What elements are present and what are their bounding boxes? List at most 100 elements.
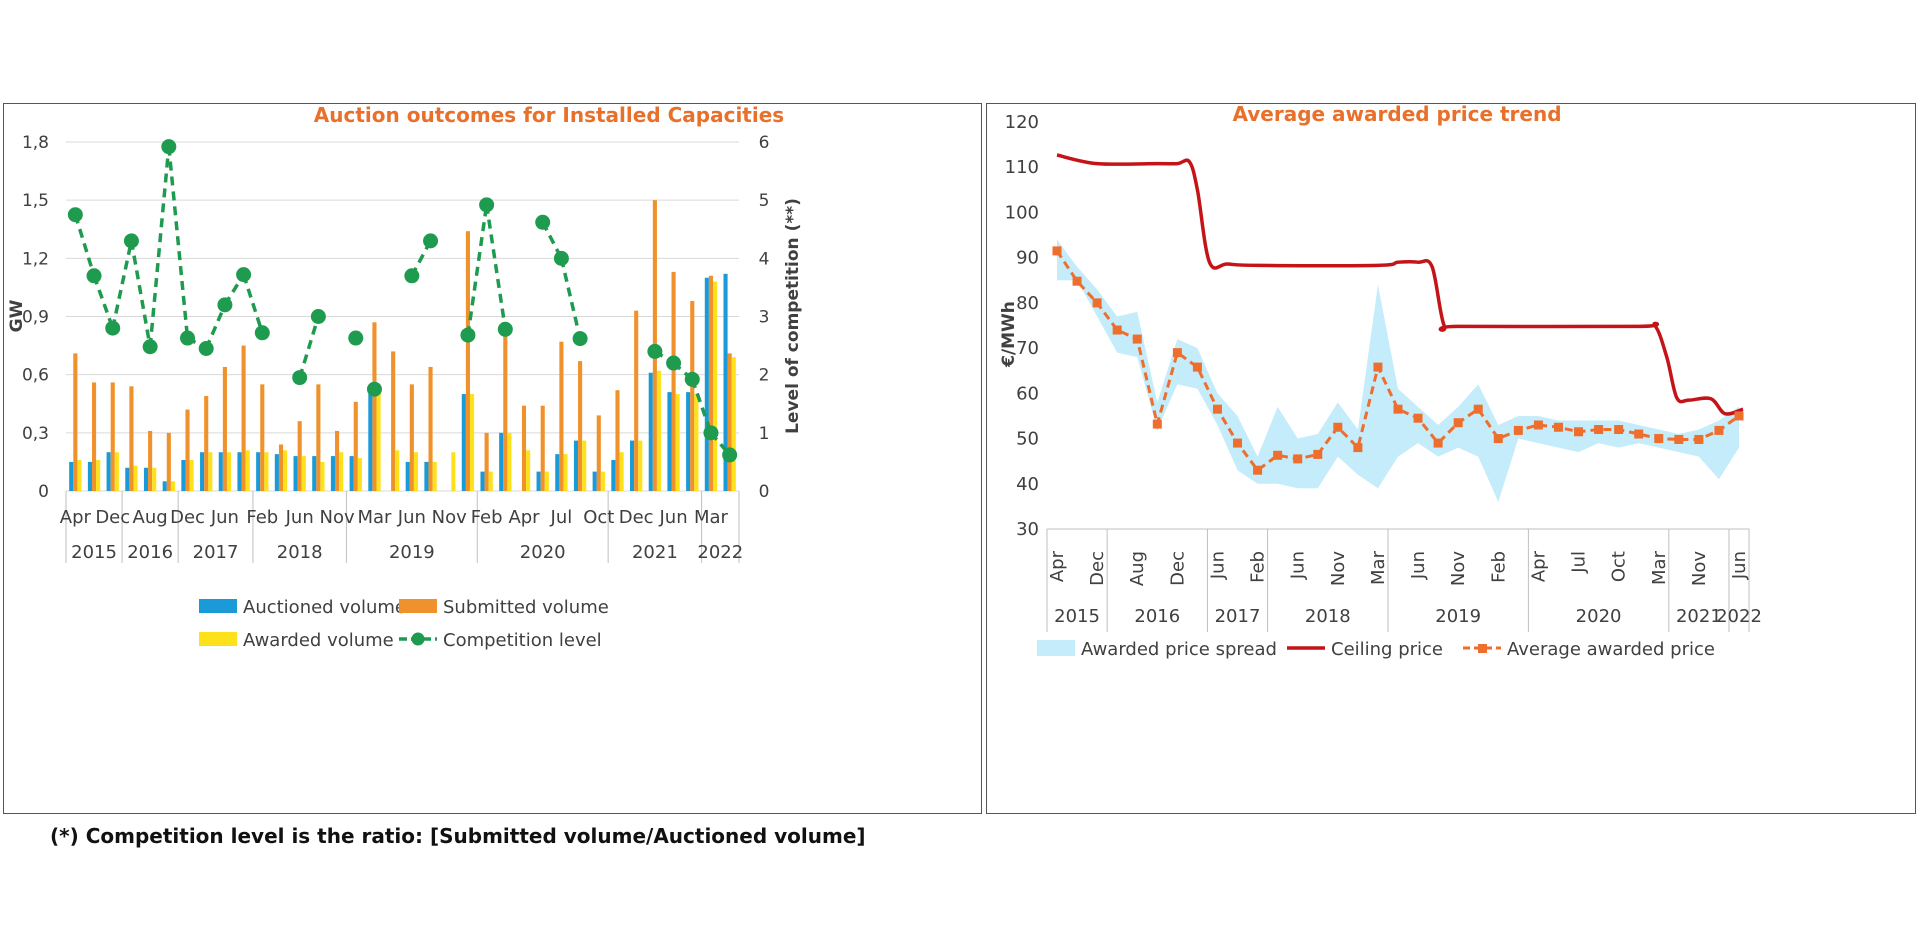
auctioned-bar	[330, 456, 336, 491]
x-tick-label: Aug	[1127, 551, 1148, 586]
submitted-bar	[465, 231, 470, 491]
submitted-bar	[278, 444, 284, 491]
average-price-marker	[1233, 438, 1243, 448]
competition-point	[684, 371, 700, 387]
competition-line-segment	[129, 240, 152, 348]
auctioned-legend-swatch	[199, 599, 237, 613]
y2-tick-label: 5	[759, 191, 770, 211]
awarded-bar	[600, 471, 605, 491]
x-tick-label: Jun	[397, 507, 426, 528]
x-tick-label: Jun	[285, 507, 314, 528]
chart-title: Auction outcomes for Installed Capacitie…	[314, 103, 784, 127]
competition-point	[67, 207, 83, 223]
y-tick-label: 50	[1016, 429, 1039, 450]
competition-line-segment	[92, 275, 115, 329]
auctioned-bar	[218, 452, 223, 491]
legend-label: Submitted volume	[443, 597, 609, 618]
price-trend-chart-panel: Average awarded price trend 30 40 50 60 70 80 9…	[986, 102, 1916, 814]
submitted-bar	[129, 386, 134, 491]
average-price-marker	[1453, 418, 1463, 428]
legend-label: Competition level	[443, 630, 602, 651]
submitted-bar	[204, 395, 209, 491]
competition-point	[479, 197, 495, 213]
competition-point	[123, 233, 139, 249]
average-price-marker	[1694, 434, 1704, 444]
x-tick-label: Dec	[1167, 551, 1188, 586]
competition-point	[497, 321, 513, 337]
chart-title: Average awarded price trend	[1232, 102, 1561, 126]
auctioned-bar	[181, 459, 186, 491]
average-price-marker	[1594, 425, 1604, 435]
auctioned-bar	[143, 467, 149, 491]
auctioned-bar	[274, 454, 279, 491]
awarded-bar	[170, 481, 175, 491]
competition-line-segment	[559, 257, 582, 340]
average-price-marker	[1634, 429, 1644, 439]
y-tick-label: 1,5	[22, 191, 49, 211]
auctioned-bar	[592, 471, 597, 491]
competition-line-segment	[466, 204, 489, 336]
x-tick-label: Nov	[319, 507, 354, 528]
awarded-bar	[526, 450, 531, 491]
submitted-bar	[615, 390, 620, 491]
average-price-marker	[1513, 425, 1523, 435]
average-price-marker	[1132, 334, 1142, 344]
submitted-bar	[166, 432, 171, 491]
y2-tick-label: 3	[759, 308, 770, 328]
average-price-marker	[1092, 298, 1102, 308]
x-tick-label: Nov	[1689, 551, 1710, 586]
awarded-bar	[656, 370, 662, 491]
x-year-label: 2016	[127, 542, 173, 563]
awarded-bar	[189, 459, 194, 491]
y-tick-label: 1,2	[22, 249, 49, 269]
competition-point	[366, 381, 382, 397]
submitted-bar	[241, 345, 246, 491]
awarded-bar	[96, 459, 101, 491]
average-price-marker	[1493, 434, 1503, 444]
average-price-marker	[1413, 413, 1423, 423]
submitted-bar	[91, 382, 97, 491]
auctioned-bar	[87, 461, 92, 491]
competition-point	[292, 370, 308, 386]
competition-point	[647, 343, 663, 359]
awarded-bar	[731, 357, 736, 491]
x-tick-label: Mar	[1368, 550, 1389, 585]
y2-axis-label: Level of competition (**)	[783, 198, 803, 434]
competition-point	[722, 447, 738, 463]
submitted-bar	[727, 353, 732, 491]
average-price-marker	[1574, 427, 1584, 437]
x-tick-label: Aug	[133, 507, 168, 528]
auctioned-bar	[312, 456, 317, 491]
submitted-bar	[148, 430, 153, 491]
average-price-marker	[1172, 348, 1182, 358]
average-price-marker	[1072, 276, 1082, 286]
average-price-marker	[1734, 411, 1744, 421]
competition-point	[161, 139, 177, 155]
x-year-label: 2018	[277, 542, 323, 563]
average-price-marker	[1533, 420, 1543, 430]
awarded-bar	[283, 450, 288, 491]
y-tick-label: 60	[1016, 383, 1039, 404]
awarded-bar	[320, 461, 325, 491]
legend-label: Auctioned volume	[243, 597, 406, 618]
average-legend-marker	[1478, 644, 1487, 653]
awarded-legend-swatch	[199, 632, 237, 646]
submitted-bar	[671, 271, 676, 491]
x-tick-label: Feb	[1488, 551, 1509, 583]
y-tick-label: 100	[1005, 202, 1039, 223]
price-trend-chart: Average awarded price trend 30 40 50 60 70 80 9…	[999, 102, 1762, 660]
x-year-label: 2018	[1305, 606, 1351, 627]
awarded-bar	[507, 432, 512, 491]
x-tick-label: Dec	[619, 507, 654, 528]
awarded-bar	[208, 452, 213, 491]
awarded-bar	[357, 458, 362, 491]
spread-legend-swatch	[1037, 640, 1075, 656]
submitted-bar	[428, 366, 433, 491]
y-axis-label: €/MWh	[999, 301, 1019, 368]
y-tick-label: 0,6	[22, 366, 49, 386]
competition-line-segment	[241, 274, 264, 334]
competition-line-segment	[73, 214, 96, 277]
submitted-bar	[559, 341, 564, 491]
awarded-bar	[713, 281, 718, 491]
auctioned-bar	[69, 461, 74, 491]
